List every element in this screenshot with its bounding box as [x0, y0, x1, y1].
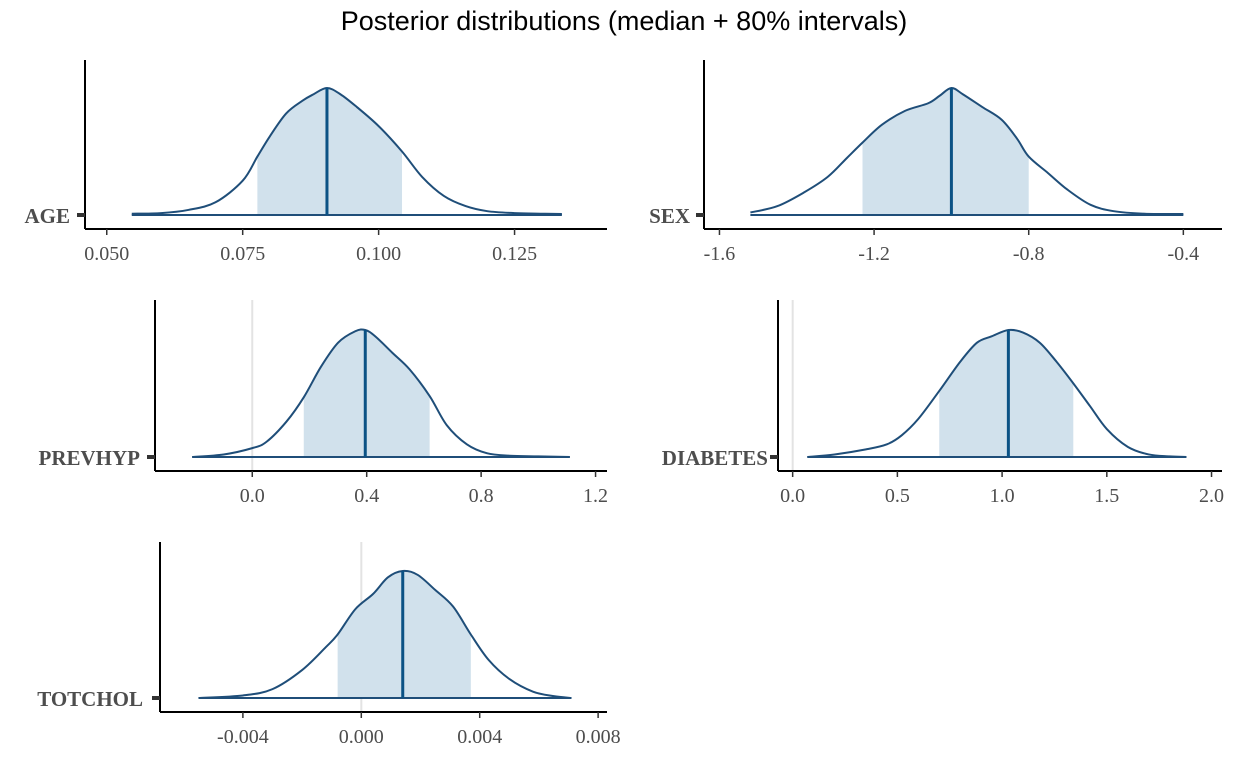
sex-x-tick-label: -0.8: [1013, 243, 1045, 265]
prevhyp-param-label: PREVHYP: [39, 446, 141, 470]
age-x-tick-label: 0.075: [220, 243, 265, 265]
diabetes-interval-80-area: [939, 330, 1074, 457]
panel-prevhyp: PREVHYP 0.0 0.4 0.8 1.2: [39, 300, 608, 507]
chart-title: Posterior distributions (median + 80% in…: [340, 6, 908, 36]
diabetes-x-tick-label: 2.0: [1199, 485, 1224, 507]
panel-totchol: TOTCHOL -0.004 0.000 0.004 0.008: [37, 542, 621, 748]
sex-x-tick-label: -1.6: [704, 243, 736, 265]
prevhyp-x-tick-label: 1.2: [583, 485, 608, 507]
sex-x-tick-label: -0.4: [1168, 243, 1200, 265]
sex-interval-80-area: [862, 88, 1029, 215]
age-x-tick-label: 0.100: [356, 243, 401, 265]
diabetes-x-tick-label: 1.5: [1094, 485, 1119, 507]
totchol-x-tick-label: 0.000: [339, 726, 384, 748]
prevhyp-x-tick-label: 0.0: [240, 485, 265, 507]
totchol-x-tick-label: 0.004: [457, 726, 502, 748]
diabetes-x-tick-label: 1.0: [990, 485, 1015, 507]
sex-density-curve: [750, 87, 1184, 216]
sex-param-label: SEX: [649, 204, 690, 228]
prevhyp-x-tick-label: 0.8: [469, 485, 494, 507]
panel-age: AGE 0.050 0.075 0.100 0.125: [24, 60, 607, 265]
totchol-x-tick-label: 0.008: [576, 726, 621, 748]
totchol-x-tick-label: -0.004: [217, 726, 269, 748]
panel-sex: SEX -1.6 -1.2 -0.8 -0.4: [649, 60, 1222, 265]
age-param-label: AGE: [24, 204, 70, 228]
diabetes-param-label: DIABETES: [662, 446, 768, 470]
sex-x-tick-label: -1.2: [858, 243, 890, 265]
age-x-tick-label: 0.050: [84, 243, 129, 265]
totchol-param-label: TOTCHOL: [37, 687, 143, 711]
age-interval-80-area: [257, 88, 403, 215]
prevhyp-x-tick-label: 0.4: [354, 485, 379, 507]
age-x-tick-label: 0.125: [492, 243, 537, 265]
diabetes-x-tick-label: 0.5: [885, 485, 910, 507]
panel-diabetes: DIABETES 0.0 0.5 1.0 1.5 2.0: [662, 300, 1224, 507]
age-density-curve: [131, 86, 562, 215]
diabetes-x-tick-label: 0.0: [780, 485, 805, 507]
prevhyp-density-curve: [192, 328, 570, 458]
